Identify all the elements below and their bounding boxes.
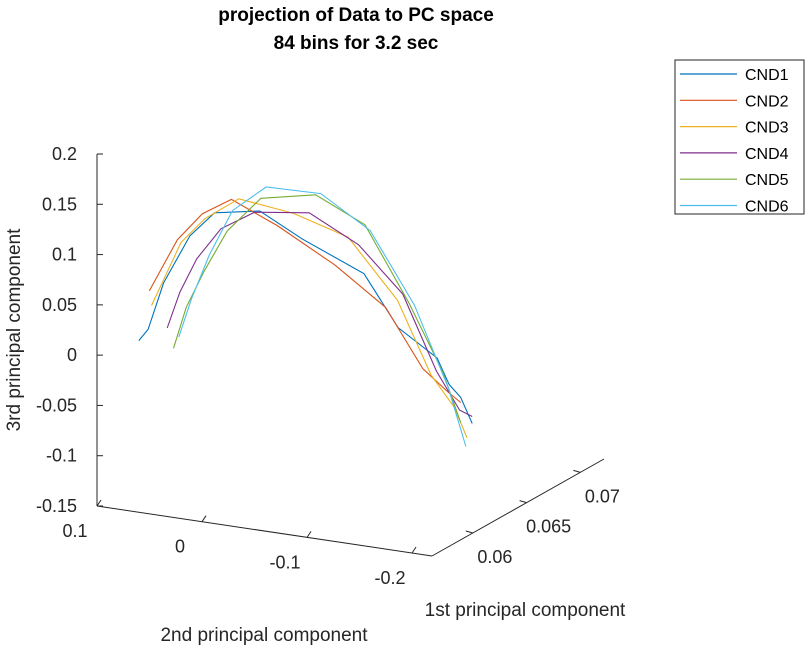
series-line-cnd3 xyxy=(151,198,468,439)
z-axis-label: 3rd principal component xyxy=(4,228,25,432)
z-tick-label: -0.15 xyxy=(36,496,77,516)
x-tick-mark xyxy=(465,530,473,534)
y-tick-mark xyxy=(306,531,312,538)
y-tick-label: -0.2 xyxy=(375,568,406,588)
y-tick-mark xyxy=(411,546,417,554)
series-line-cnd6 xyxy=(178,186,467,447)
y-tick-label: 0.1 xyxy=(62,521,87,541)
trajectories xyxy=(138,186,473,447)
chart-title: projection of Data to PC space 84 bins f… xyxy=(218,5,494,54)
legend-label: CND5 xyxy=(745,172,789,189)
chart-subtitle: 84 bins for 3.2 sec xyxy=(274,33,439,54)
z-tick-label: -0.1 xyxy=(46,446,77,466)
legend-label: CND1 xyxy=(745,67,789,84)
y-tick-mark xyxy=(96,499,102,507)
legend-label: CND6 xyxy=(745,199,789,216)
x-tick-label: 0.07 xyxy=(585,486,620,506)
legend-label: CND4 xyxy=(745,146,789,163)
z-tick-label: 0.15 xyxy=(42,194,77,214)
y-axis-line xyxy=(96,505,433,557)
x-tick-label: 0.065 xyxy=(526,517,571,537)
y-tick-mark xyxy=(201,515,207,522)
legend: CND1 CND2 CND3 CND4 CND5 CND6 xyxy=(674,59,805,216)
x-tick-mark xyxy=(573,469,581,473)
z-tick-label: 0.2 xyxy=(52,144,77,164)
series-line-cnd2 xyxy=(148,198,462,403)
y-axis-label: 2nd principal component xyxy=(160,625,368,646)
chart-title-line1: projection of Data to PC space xyxy=(218,5,494,26)
y-tick-label: -0.1 xyxy=(270,552,301,572)
x-tick-mark xyxy=(519,500,527,504)
axes-box xyxy=(96,154,605,557)
z-tick-label: 0 xyxy=(67,345,77,365)
series-line-cnd1 xyxy=(138,210,473,424)
x-axis-line xyxy=(431,458,605,557)
y-tick-label: 0 xyxy=(175,537,185,557)
legend-label: CND3 xyxy=(745,120,789,137)
z-tick-label: 0.1 xyxy=(52,245,77,265)
tick-labels: 0.2 0.15 0.1 0.05 0 -0.05 -0.1 -0.15 0.1 0 -0.1 -0.… xyxy=(36,144,620,588)
z-tick-label: 0.05 xyxy=(42,295,77,315)
z-tick-label: -0.05 xyxy=(36,395,77,415)
series-line-cnd4 xyxy=(166,211,473,417)
legend-box xyxy=(674,59,805,215)
x-tick-label: 0.06 xyxy=(477,547,512,567)
series-line-cnd5 xyxy=(172,194,462,423)
legend-label: CND2 xyxy=(745,93,789,110)
x-axis-label: 1st principal component xyxy=(425,600,626,621)
